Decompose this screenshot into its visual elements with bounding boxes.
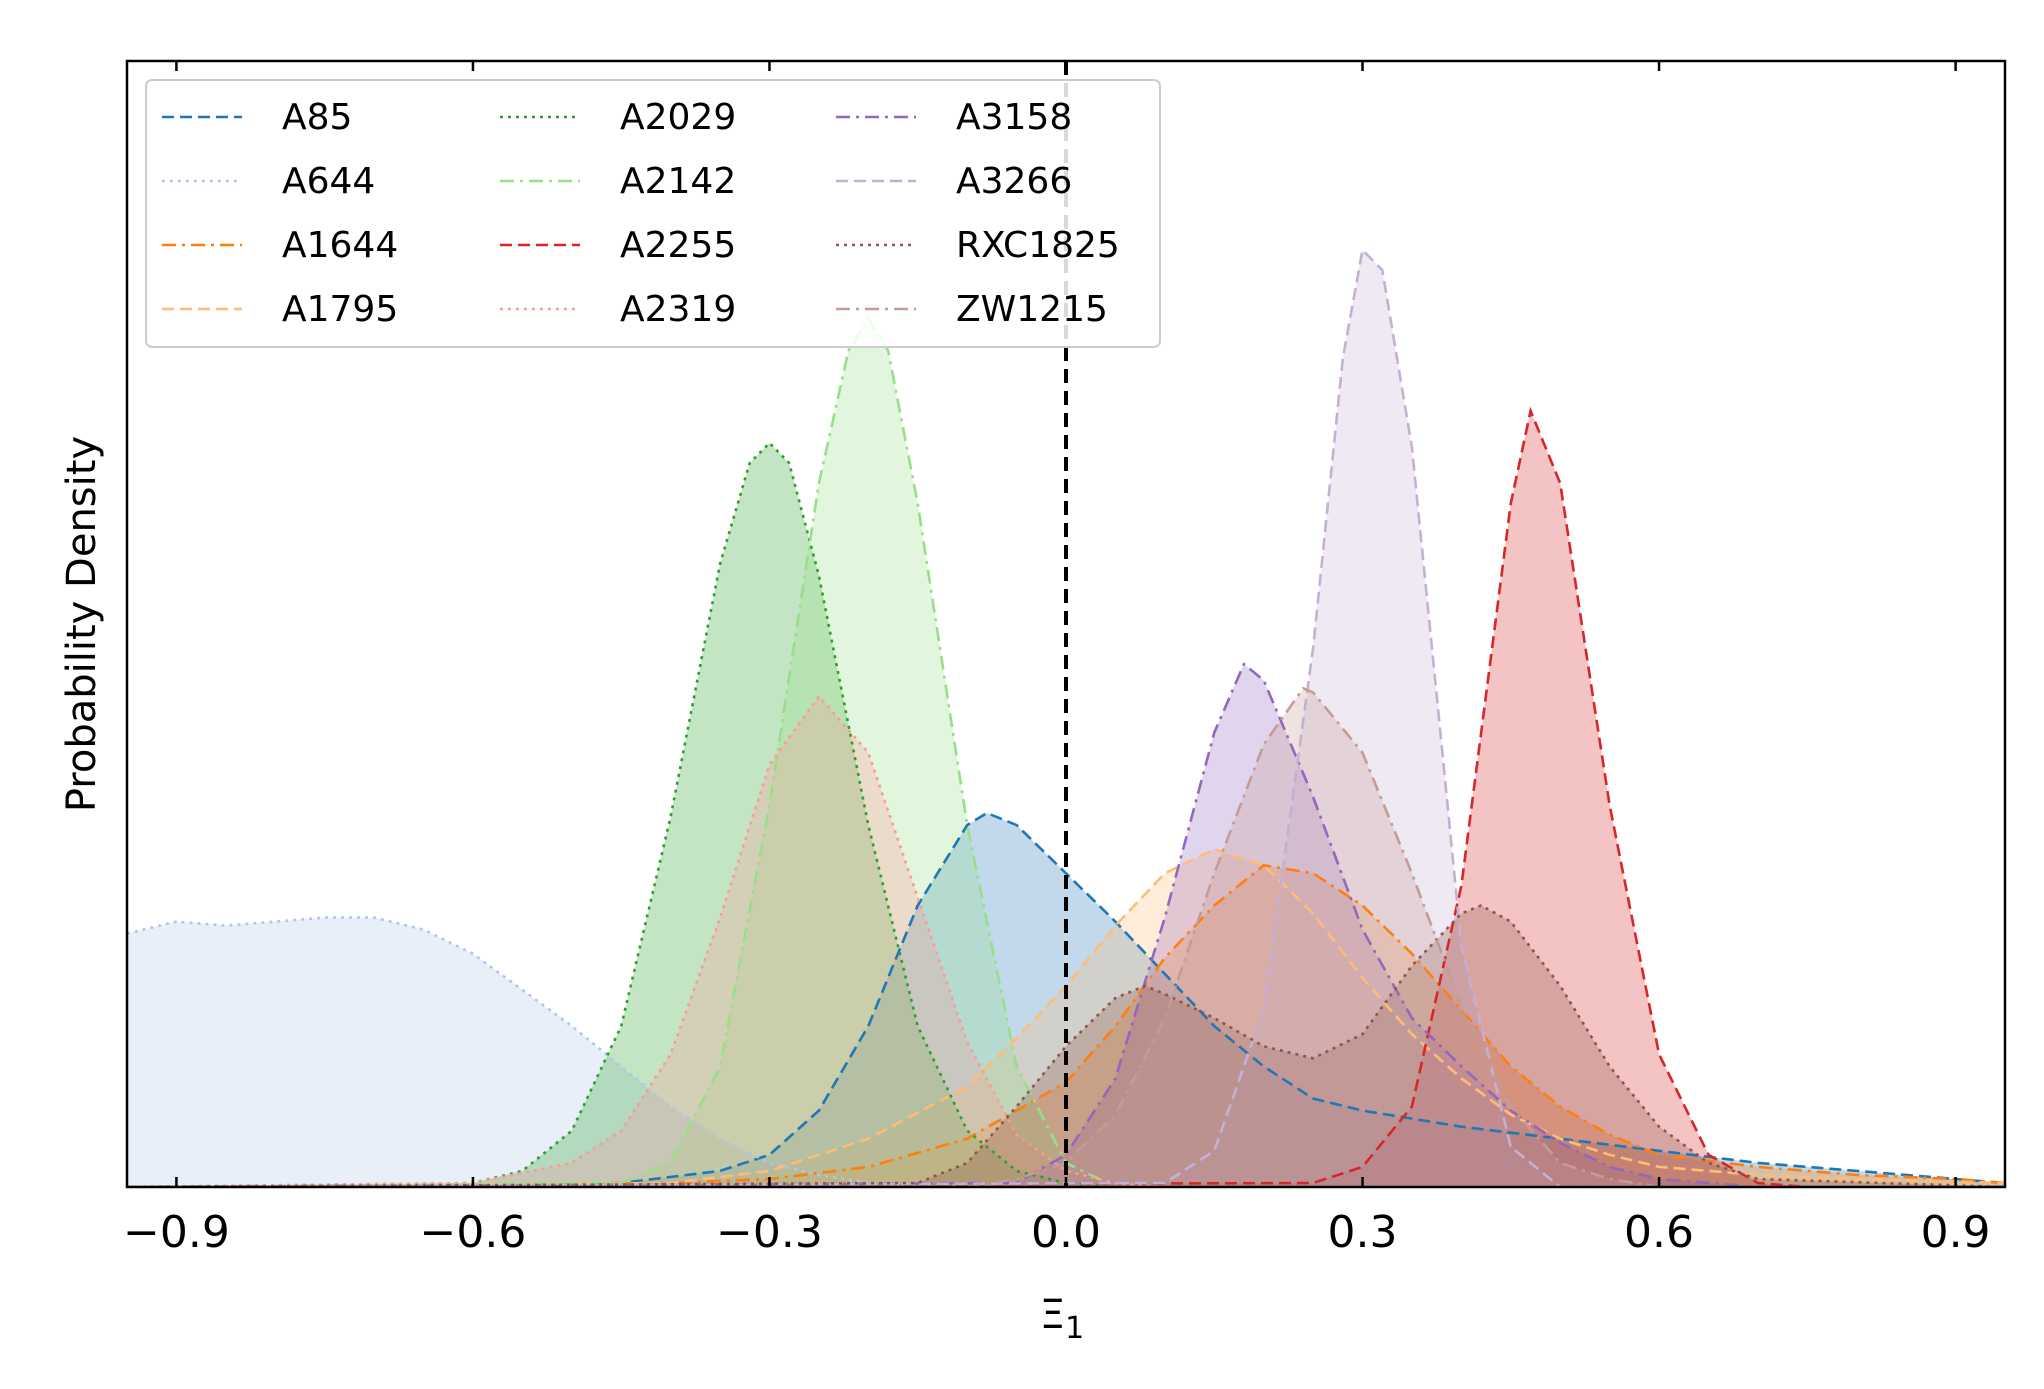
series-line-a2255: [127, 406, 2005, 1187]
legend-label-a644: A644: [282, 161, 375, 202]
x-tick-label: 0.9: [1921, 1207, 1991, 1258]
legend-label-a2255: A2255: [620, 225, 736, 266]
series-line-zw1215: [127, 686, 2005, 1187]
legend-label-rxc1825: RXC1825: [956, 225, 1120, 266]
x-axis-label-subscript: 1: [1065, 1311, 1084, 1346]
x-tick-label: 0.0: [1031, 1207, 1101, 1258]
legend-label-zw1215: ZW1215: [956, 289, 1108, 330]
series-fill-a1644: [127, 865, 2005, 1187]
legend-label-a85: A85: [282, 97, 352, 138]
legend-label-a2142: A2142: [620, 161, 736, 202]
x-axis-label-symbol: Ξ: [1040, 1292, 1065, 1338]
series-line-a1644: [127, 863, 2005, 1187]
x-tick-label: −0.3: [716, 1207, 823, 1258]
series-line-a2319: [127, 694, 1165, 1187]
x-tick-label: 0.3: [1328, 1207, 1398, 1258]
x-axis-label: Ξ1: [1040, 1292, 1084, 1346]
x-tick-label: −0.6: [420, 1207, 527, 1258]
legend-label-a1795: A1795: [282, 289, 398, 330]
x-tick-label: −0.9: [123, 1207, 230, 1258]
series-fill-a644: [127, 917, 1066, 1187]
legend-label-a3158: A3158: [956, 97, 1072, 138]
legend: A85 A644 A1644 A1795 A2029 A2142 A2255 A2319 A31…: [145, 79, 1161, 348]
legend-label-a1644: A1644: [282, 225, 398, 266]
series-line-a85: [127, 811, 2005, 1187]
series-fill-a85: [127, 813, 2005, 1187]
legend-label-a2319: A2319: [620, 289, 736, 330]
series-line-a3158: [127, 662, 2005, 1187]
legend-label-a2029: A2029: [620, 97, 736, 138]
series-fill-rxc1825: [127, 905, 2005, 1187]
series-fill-a2255: [127, 410, 2005, 1187]
legend-label-a3266: A3266: [956, 161, 1072, 202]
x-tick-label: 0.6: [1624, 1207, 1694, 1258]
series-line-a3266: [127, 247, 2005, 1187]
y-axis-label: Probability Density: [59, 436, 105, 812]
series-fill-a2142: [127, 318, 1116, 1187]
series-fill-a2319: [127, 696, 1165, 1187]
legend-box: [145, 79, 1161, 348]
series-fill-a2029: [127, 443, 1116, 1187]
series-line-a1795: [127, 847, 2005, 1187]
